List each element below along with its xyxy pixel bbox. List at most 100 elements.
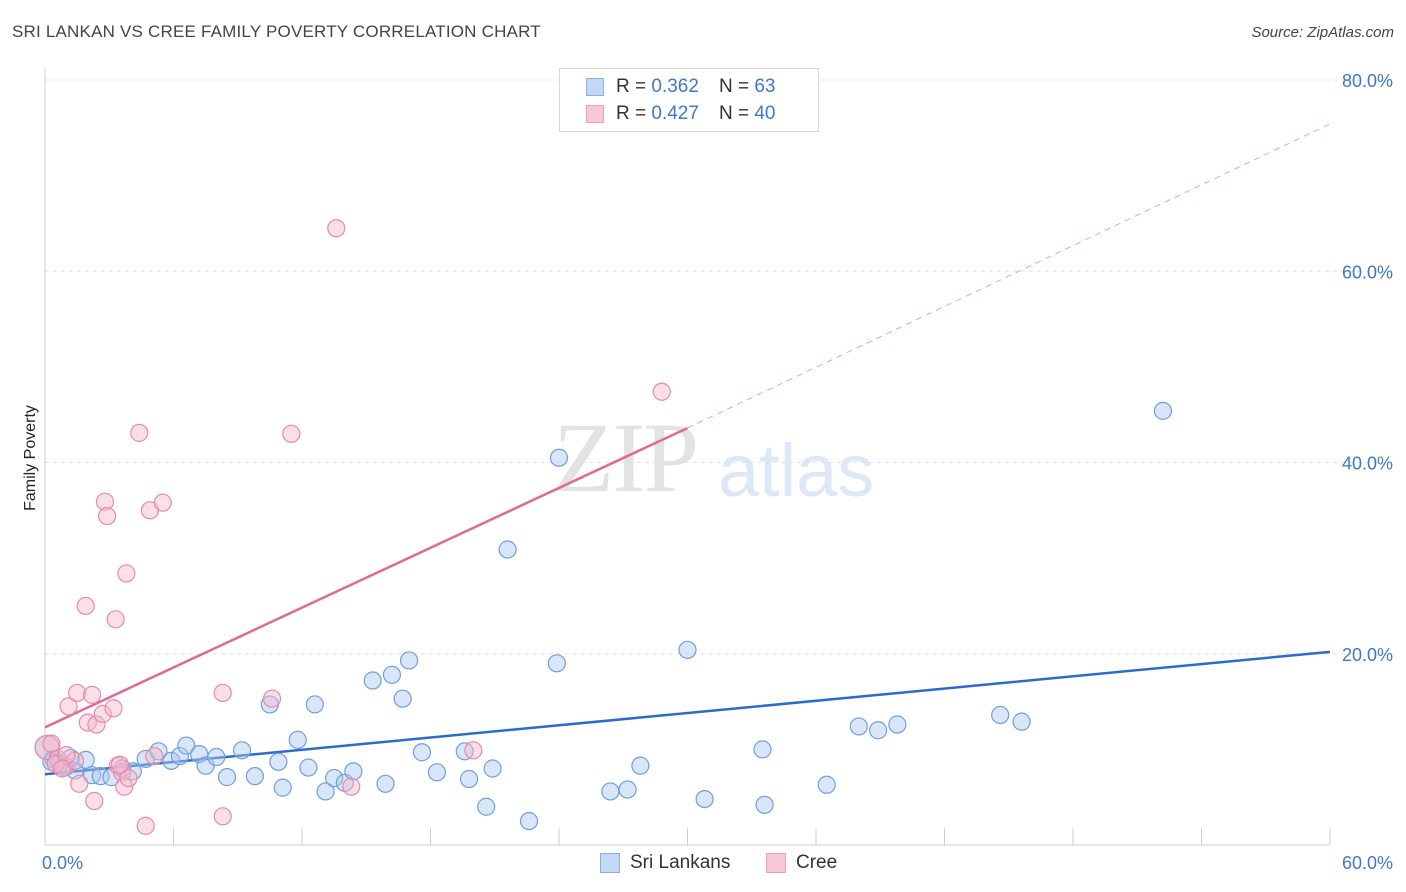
y-tick-label: 40.0% [1342,454,1393,474]
data-point-sri-lankans [344,762,363,781]
legend-swatch-pink [766,853,786,873]
trend-line-cree [44,426,689,729]
legend-label: Cree [796,852,838,873]
data-point-sri-lankans [376,774,395,793]
x-tick-label: 0.0% [42,853,83,873]
data-point-cree [98,506,117,526]
legend-row-cree: R = 0.427 N = 40 [586,101,775,127]
data-point-sri-lankans [459,769,479,789]
data-point-cree [115,777,134,796]
legend-r-value: 0.362 [651,76,699,97]
data-point-cree [70,774,89,793]
legend-n-label: N = [718,76,750,97]
source-label: Source: ZipAtlas.com [1251,24,1394,41]
legend-r-value: 0.427 [651,103,699,124]
legend-label: Sri Lankans [630,852,731,873]
data-point-cree [76,596,95,616]
data-point-sri-lankans [695,789,714,809]
data-point-sri-lankans [549,448,569,467]
legend-n-value: 40 [754,103,776,124]
data-point-sri-lankans [477,797,496,816]
stats-legend: R = 0.362 N = 63 R = 0.427 N = 40 [559,68,819,132]
data-point-cree [83,685,102,704]
data-point-cree [85,791,104,811]
data-point-sri-lankans [618,780,637,799]
data-point-cree [464,741,483,760]
x-tick-label: 60.0% [1342,853,1393,873]
data-point-sri-lankans [753,740,772,759]
data-point-sri-lankans [288,730,307,749]
data-point-cree [145,746,164,766]
data-point-cree [282,424,301,443]
data-point-sri-lankans [399,651,419,670]
data-point-cree [652,382,671,401]
data-point-cree [262,689,282,708]
series-cree [34,219,671,835]
tick-labels: 20.0% 40.0% 60.0% 80.0% 0.0% 60.0% [42,71,1393,873]
data-point-cree [42,734,61,753]
x-ticks [44,828,1331,845]
data-point-sri-lankans [170,746,190,766]
data-point-cree [95,492,115,511]
data-point-sri-lankans [991,705,1010,725]
chart-title: SRI LANKAN VS CREE FAMILY POVERTY CORREL… [12,22,541,41]
gridlines [45,79,1392,655]
trend-line-sri-lankans [44,650,1331,776]
legend-swatch-blue [586,78,604,96]
data-point-sri-lankans [325,768,344,788]
data-point-sri-lankans [427,763,447,782]
data-point-sri-lankans [1153,401,1173,420]
data-point-sri-lankans [363,671,382,690]
data-point-sri-lankans [849,717,868,736]
y-tick-label: 60.0% [1342,262,1393,282]
series-sri-lankans [34,401,1173,831]
data-point-sri-lankans [412,743,432,762]
data-point-cree [57,746,76,765]
data-point-sri-lankans [217,768,237,787]
data-point-cree [87,715,106,734]
data-point-cree [136,816,155,835]
legend-r-label: R = [616,76,647,97]
data-point-sri-lankans [393,689,412,708]
data-point-sri-lankans [547,654,566,673]
legend-item-sri-lankans: Sri Lankans [600,852,730,874]
data-point-sri-lankans [232,741,252,760]
data-point-cree [117,564,136,583]
legend-n-label: N = [718,103,750,124]
data-point-sri-lankans [1012,712,1031,731]
y-tick-label: 20.0% [1342,645,1393,665]
data-point-cree [327,219,346,238]
data-point-cree [59,697,78,716]
legend-n-value: 63 [754,76,776,97]
data-point-cree [68,683,87,703]
data-point-cree [130,423,149,442]
data-point-sri-lankans [177,736,196,755]
data-point-cree [153,493,172,512]
data-point-cree [213,807,232,826]
trend-line-cree-extension [687,123,1331,429]
data-point-cree [93,704,112,724]
data-point-cree [213,683,232,703]
data-point-sri-lankans [207,747,226,767]
y-tick-label: 80.0% [1342,71,1393,91]
data-point-cree [342,777,361,796]
axes [44,68,1330,846]
watermark-atlas: atlas [718,429,875,512]
data-point-sri-lankans [316,782,335,801]
data-point-sri-lankans [299,758,318,777]
legend-swatch-blue [600,853,620,873]
legend-r-label: R = [616,103,647,124]
data-point-sri-lankans [601,782,620,801]
data-point-sri-lankans [382,665,402,684]
y-axis-label: Family Poverty [22,405,39,511]
data-point-cree [106,610,125,629]
data-point-sri-lankans [678,640,697,660]
data-point-sri-lankans [817,775,836,794]
data-point-sri-lankans [162,751,181,770]
data-point-sri-lankans [888,715,907,734]
data-point-sri-lankans [305,695,324,714]
data-point-sri-lankans [269,752,288,771]
data-point-sri-lankans [483,759,502,778]
legend-item-cree: Cree [766,852,837,874]
